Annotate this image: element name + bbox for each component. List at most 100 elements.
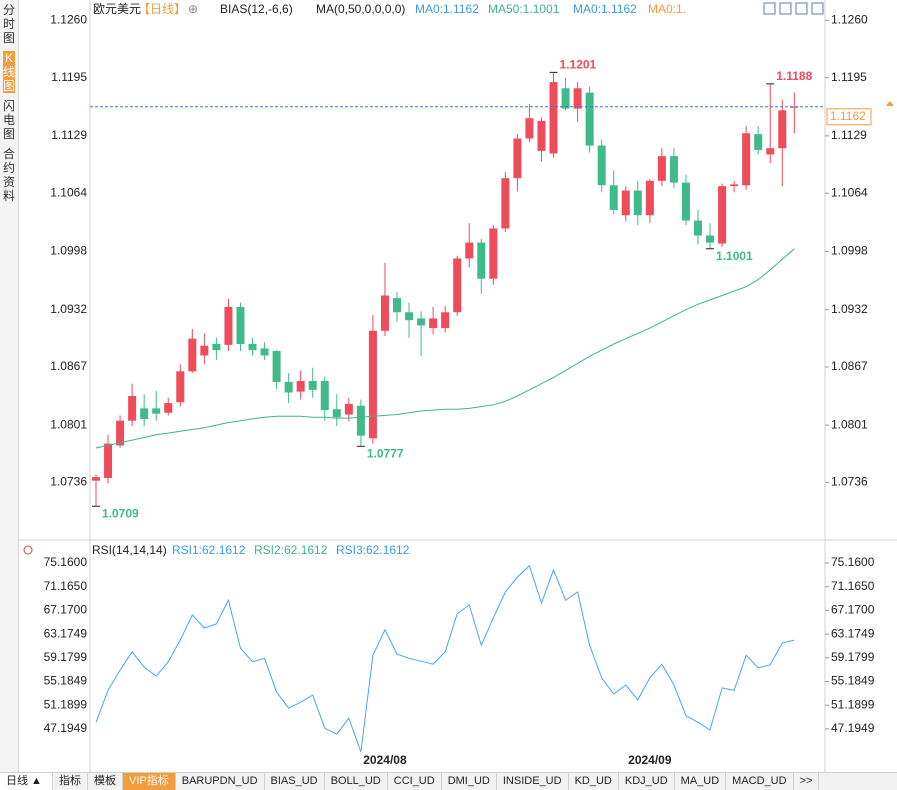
candle-body [332,409,341,418]
y-tick-label: 1.0801 [50,417,87,431]
candle-body [525,118,534,139]
last-price-label: 1.1162 [830,109,866,123]
indicator-label: MA(0,50,0,0,0,0) [316,2,405,16]
y-tick-label: 47.1949 [44,721,88,735]
legend-entry: MA0:1.1162 [573,2,637,16]
indicator-tab[interactable]: KD_UD [569,773,619,790]
add-icon[interactable]: ⊕ [188,2,198,16]
candle-body [669,156,678,183]
rsi-title: RSI(14,14,14) [92,543,167,557]
candle-body [441,312,450,329]
y-tick-label: 1.0998 [50,244,87,258]
indicator-tab[interactable]: CCI_UD [388,773,442,790]
candle-body [549,82,558,154]
y-tick-label: 47.1949 [831,721,875,735]
legend-entry: RSI2:62.1612 [254,543,328,557]
y-tick-label: 75.1600 [831,555,875,569]
y-tick-label: 1.1129 [831,128,867,142]
y-tick-label: 63.1749 [831,626,875,640]
period-selector[interactable]: 日线 ▲ [0,773,53,790]
candle-body [453,258,462,313]
legend-entry: RSI3:62.1612 [336,543,410,557]
candle-body [188,338,197,372]
candle-body [176,371,185,403]
candle-body [272,351,281,382]
y-tick-label: 63.1749 [44,626,88,640]
indicator-tab[interactable]: 指标 [53,773,88,790]
indicator-tab[interactable]: BARUPDN_UD [176,773,265,790]
indicator-tab[interactable]: MACD_UD [726,773,794,790]
side-tab[interactable]: 合约资料 [3,147,16,203]
indicator-tab[interactable]: DMI_UD [442,773,497,790]
y-tick-label: 51.1899 [44,697,88,711]
candle-body [429,318,438,329]
candle-body [645,180,654,216]
y-tick-label: 1.1129 [51,128,87,142]
y-tick-label: 59.1799 [44,650,88,664]
legend-entry: MA0:1.1162 [415,2,479,16]
y-tick-label: 1.1064 [831,185,868,199]
sidebar: 分时图 K线图闪电图合约资料 [0,0,19,772]
indicator-tab[interactable]: >> [794,773,820,790]
candle-body [621,190,630,216]
candle-body [356,405,365,436]
ma-line [95,248,795,449]
indicator-tab[interactable]: INSIDE_UD [497,773,569,790]
y-tick-label: 59.1799 [831,650,875,664]
y-tick-label: 1.0736 [50,475,87,489]
rsi-settings-icon[interactable] [23,545,33,555]
indicator-tab[interactable]: MA_UD [675,773,727,790]
candle-body [657,156,666,181]
candle-body [681,182,690,221]
indicator-tab[interactable]: KDJ_UD [619,773,675,790]
candle-body [501,178,510,229]
candle-body [344,403,353,415]
candle-body [609,185,618,210]
indicator-tab[interactable]: BOLL_UD [325,773,388,790]
legend-entry: MA50:1.1001 [488,2,560,16]
x-tick-label: 2024/09 [628,753,672,767]
extreme-label: 1.0777 [367,446,404,460]
extreme-label: 1.1001 [716,249,753,263]
indicator-tab[interactable]: 模板 [88,773,123,790]
candle-body [152,408,161,414]
candle-body [417,318,426,326]
legend-entry: RSI1:62.1612 [172,543,246,557]
candle-body [790,106,799,108]
candle-body [489,228,498,279]
y-tick-label: 1.0932 [831,302,868,316]
candle-body [742,133,751,186]
window-buttons[interactable] [763,2,824,15]
y-tick-label: 71.1650 [44,579,88,593]
candle-body [164,403,173,413]
candle-body [465,242,474,259]
x-tick-label: 2024/08 [363,753,407,767]
extreme-label: 1.1188 [776,69,812,83]
candle-body [513,138,522,179]
side-tab[interactable]: K线图 [3,51,16,93]
candle-body [393,298,401,313]
indicator-tab[interactable]: BIAS_UD [265,773,325,790]
y-tick-label: 55.1849 [831,674,875,688]
chart: 欧元美元 【日线】 ⊕ BIAS(12,-6,6) MA(0,50,0,0,0,… [18,0,897,772]
y-tick-label: 1.0867 [831,359,868,373]
candle-body [730,184,739,187]
candle-body [585,92,594,146]
candle-body [694,220,702,236]
candle-body [368,330,377,439]
y-tick-label: 1.1195 [831,70,867,84]
y-tick-label: 1.0801 [831,417,868,431]
candle-body [308,381,317,390]
side-tab[interactable]: 闪电图 [3,99,16,141]
y-tick-label: 67.1700 [44,603,88,617]
indicator-label: BIAS(12,-6,6) [220,2,293,16]
candle-body [405,312,414,321]
side-tab[interactable]: 分时图 [3,3,16,45]
candle-body [477,242,486,279]
y-tick-label: 1.0736 [831,475,868,489]
y-tick-label: 1.1260 [831,13,868,27]
extreme-label: 1.1201 [560,58,597,72]
candle-body [104,443,113,479]
indicator-tab[interactable]: VIP指标 [123,773,176,790]
rsi-line [95,564,795,753]
